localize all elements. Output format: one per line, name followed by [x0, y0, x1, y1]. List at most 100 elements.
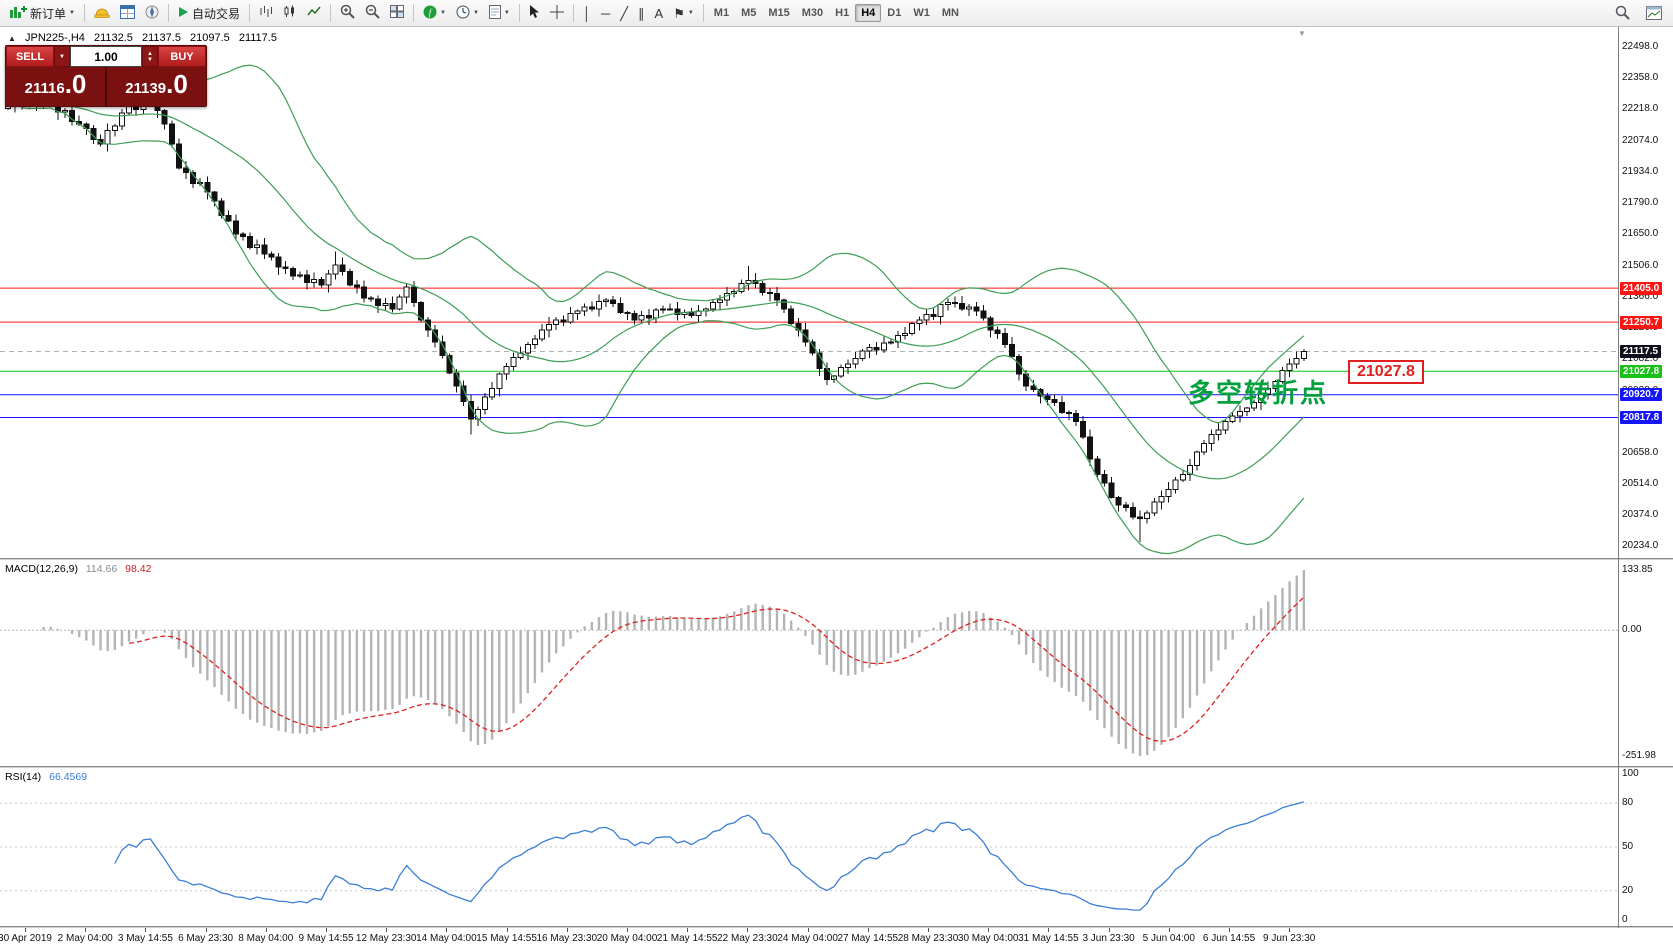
text-tool[interactable]: A [650, 1, 669, 25]
new-order-button[interactable]: 新订单 ▼ [4, 1, 80, 25]
separator [702, 4, 704, 22]
timeframe-m1[interactable]: M1 [713, 7, 730, 19]
pane-splitter[interactable] [0, 926, 1673, 928]
search-icon [1615, 5, 1630, 23]
chevron-down-icon: ▼ [59, 53, 65, 60]
timeframe-d1[interactable]: D1 [887, 7, 902, 19]
time-axis-label: 30 Apr 2019 [0, 933, 52, 944]
macd-label-row: MACD(12,26,9) 114.66 98.42 [5, 563, 156, 575]
rsi-axis[interactable]: 100 80 50 20 0 [1619, 768, 1673, 926]
axis-tick-label: 21366.0 [1622, 290, 1659, 302]
rsi-pane[interactable]: RSI(14) 66.4569 [0, 768, 1618, 926]
indicators-button[interactable]: f ▼ [418, 1, 451, 25]
buy-button[interactable]: BUY [158, 46, 206, 67]
candlestick-chart-button[interactable] [278, 1, 302, 25]
rsi-name: RSI(14) [5, 771, 42, 783]
time-tick [446, 928, 448, 932]
time-tick [1108, 928, 1110, 932]
volume-input[interactable] [70, 46, 142, 67]
price-line-label: 20920.7 [1620, 388, 1663, 402]
time-tick [988, 928, 990, 932]
timeframe-m30[interactable]: M30 [801, 7, 824, 19]
time-axis-label: 16 May 23:30 [536, 933, 598, 944]
time-axis[interactable]: 30 Apr 2019 2 May 04:00 3 May 14:55 6 May 2… [0, 928, 1673, 950]
line-chart-icon [307, 5, 321, 21]
candlestick-chart[interactable] [0, 27, 1618, 558]
channel-icon: ∥ [638, 5, 645, 21]
time-tick [326, 928, 327, 932]
boxed-price-annotation[interactable]: 21027.8 [1348, 360, 1424, 384]
stepper-up-icon[interactable]: ▲ [147, 50, 153, 57]
axis-tick-label: 22358.0 [1622, 72, 1659, 84]
autotrading-label: 自动交易 [191, 6, 240, 21]
axis-tick-label: 20514.0 [1622, 478, 1659, 490]
time-axis-label: 27 May 14:55 [837, 933, 899, 944]
zoom-in-icon [340, 4, 355, 22]
axis-tick-label: 20658.0 [1622, 446, 1659, 458]
bar-chart-button[interactable] [254, 1, 278, 25]
macd-signal-value: 98.42 [125, 563, 152, 575]
periods-button[interactable]: ▼ [451, 1, 484, 25]
macd-pane[interactable]: MACD(12,26,9) 114.66 98.42 [0, 560, 1618, 766]
axis-tick-label: -251.98 [1622, 750, 1656, 761]
pane-splitter[interactable] [0, 558, 1673, 560]
sell-price-main: 21116 [24, 80, 65, 97]
buy-price[interactable]: 21139 .0 [107, 67, 206, 106]
flag-icon: ⚑ [673, 5, 685, 21]
navigator-button[interactable] [140, 1, 164, 25]
timeframe-mn[interactable]: MN [941, 7, 959, 19]
vertical-line-tool[interactable]: │ [578, 1, 596, 25]
symbol-period-label: JPN225-,H4 [24, 32, 85, 44]
search-button[interactable] [1610, 2, 1635, 26]
turning-point-annotation[interactable]: 多空转折点 [1187, 378, 1328, 408]
tile-windows-icon [389, 5, 404, 21]
line-chart-button[interactable] [302, 1, 326, 25]
axis-tick-label: 21934.0 [1622, 165, 1659, 177]
trendline-tool[interactable]: ╱ [615, 1, 633, 25]
chevron-down-icon: ▼ [439, 10, 446, 16]
stepper-down-icon[interactable]: ▼ [147, 56, 153, 63]
timeframe-m5[interactable]: M5 [741, 7, 757, 19]
time-axis-label: 28 May 23:30 [897, 933, 959, 944]
price-line-label: 21250.7 [1620, 315, 1663, 329]
charts-profile-button[interactable] [89, 1, 115, 25]
market-watch-button[interactable] [115, 1, 140, 25]
time-axis-label: 22 May 23:30 [717, 933, 778, 944]
timeframe-h1[interactable]: H1 [835, 7, 850, 19]
label-tool[interactable]: ⚑ ▼ [668, 1, 699, 25]
new-chart-button[interactable] [1641, 2, 1667, 26]
macd-axis[interactable]: 133.85 0.00 -251.98 [1619, 560, 1673, 766]
zoom-in-button[interactable] [335, 1, 360, 25]
pane-splitter[interactable] [0, 766, 1673, 768]
clock-icon [456, 5, 470, 22]
separator [518, 4, 520, 22]
price-axis[interactable]: 22498.0 22358.0 22218.0 22074.0 21934.0 21790… [1619, 27, 1673, 558]
zoom-out-button[interactable] [360, 1, 385, 25]
time-tick [386, 928, 388, 932]
price-line-label: 21027.8 [1620, 364, 1663, 378]
volume-stepper[interactable]: ▲ ▼ [142, 46, 158, 67]
templates-button[interactable]: ▼ [484, 1, 515, 25]
autotrading-button[interactable]: 自动交易 [173, 1, 245, 25]
time-axis-label: 30 May 04:00 [957, 933, 1019, 944]
chart-shift-marker[interactable]: ▼ [1298, 29, 1306, 38]
time-tick [1229, 928, 1230, 932]
timeframe-w1[interactable]: W1 [913, 7, 930, 19]
timeframe-m15[interactable]: M15 [768, 7, 790, 19]
axis-tick-label: 100 [1622, 768, 1639, 779]
separator [412, 4, 414, 22]
tile-windows-button[interactable] [385, 1, 409, 25]
axis-border [1618, 27, 1619, 950]
crosshair-tool-button[interactable] [545, 1, 569, 25]
order-type-dropdown[interactable]: ▼ [54, 46, 70, 67]
sell-button[interactable]: SELL [6, 46, 54, 67]
sell-price[interactable]: 21116 .0 [6, 67, 105, 106]
channel-tool[interactable]: ∥ [633, 1, 650, 25]
timeframe-h4[interactable]: H4 [855, 4, 882, 22]
time-axis-label: 3 May 14:55 [117, 933, 173, 944]
horizontal-line-tool[interactable]: ─ [596, 1, 615, 25]
cursor-tool-button[interactable] [524, 1, 545, 25]
axis-tick-label: 20 [1622, 884, 1634, 896]
main-chart-pane[interactable]: ▲ JPN225-,H4 21132.5 21137.5 21097.5 211… [0, 27, 1618, 558]
